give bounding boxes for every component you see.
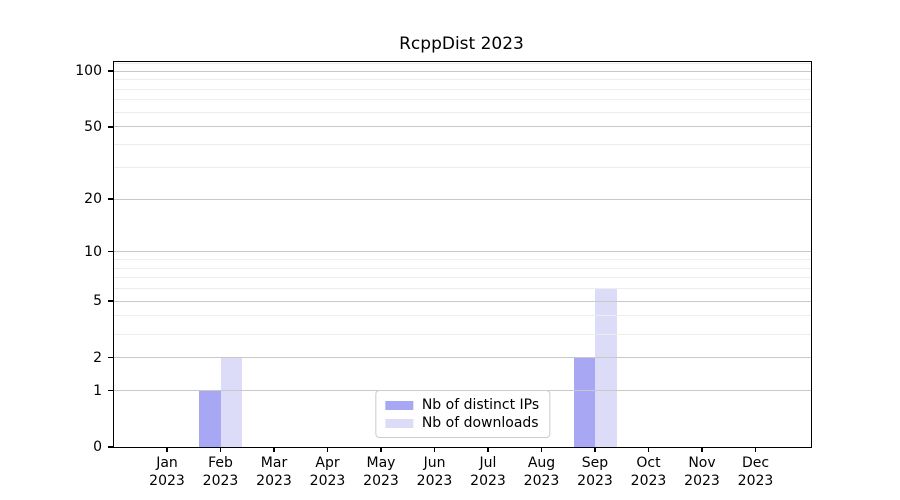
bar-downloads[interactable] xyxy=(220,357,242,447)
x-axis-tick-label: Jul 2023 xyxy=(470,455,506,489)
legend-swatch xyxy=(384,400,413,410)
x-axis-tick-label: Oct 2023 xyxy=(630,455,667,489)
minor-gridline xyxy=(114,166,811,168)
x-axis-tick-label: Jan 2023 xyxy=(149,455,185,489)
legend-label: Nb of distinct IPs xyxy=(421,397,540,413)
x-axis-tick-label: Sep 2023 xyxy=(577,455,613,489)
minor-gridline xyxy=(114,111,811,113)
major-gridline xyxy=(114,126,811,128)
x-axis-tick-label: Aug 2023 xyxy=(523,455,560,489)
y-axis-tick-label: 1 xyxy=(93,382,102,399)
legend-entry: Nb of distinct IPs xyxy=(384,396,540,414)
minor-gridline xyxy=(114,258,811,260)
y-axis-tick xyxy=(107,70,113,72)
x-axis-tick xyxy=(487,447,489,452)
y-axis-tick xyxy=(107,198,113,200)
x-axis-tick-label: Nov 2023 xyxy=(684,455,720,489)
legend: Nb of distinct IPs Nb of downloads xyxy=(374,390,551,438)
bar-downloads[interactable] xyxy=(595,288,617,447)
legend-entry: Nb of downloads xyxy=(384,414,539,432)
major-gridline xyxy=(114,357,811,359)
y-axis-tick-label: 20 xyxy=(84,191,102,208)
y-axis-tick-label: 10 xyxy=(84,243,102,260)
y-axis-tick-label: 50 xyxy=(84,118,102,135)
x-axis-tick-label: Dec 2023 xyxy=(737,455,774,489)
legend-swatch xyxy=(384,418,413,428)
x-axis-tick xyxy=(219,447,222,452)
bar-distinct-ips[interactable] xyxy=(573,357,595,447)
y-axis-tick-label: 100 xyxy=(75,63,102,80)
major-gridline xyxy=(114,70,811,72)
minor-gridline xyxy=(114,62,811,64)
major-gridline xyxy=(114,300,811,302)
x-axis-tick xyxy=(326,447,329,452)
y-axis-tick-label: 5 xyxy=(93,293,102,310)
minor-gridline xyxy=(114,333,811,335)
x-axis-tick xyxy=(754,447,757,452)
minor-gridline xyxy=(114,88,811,90)
minor-gridline xyxy=(114,288,811,290)
x-axis-tick xyxy=(701,447,703,452)
x-axis-tick xyxy=(380,447,382,452)
y-axis-tick-label: 2 xyxy=(93,349,102,366)
bar-distinct-ips[interactable] xyxy=(199,390,221,447)
y-axis-tick xyxy=(107,446,113,448)
chart-title: RcppDist 2023 xyxy=(399,34,524,54)
major-gridline xyxy=(114,251,811,253)
y-axis-tick xyxy=(107,389,113,392)
x-axis-tick xyxy=(273,447,275,452)
minor-gridline xyxy=(114,277,811,279)
minor-gridline xyxy=(114,79,811,81)
x-axis-tick xyxy=(433,447,436,452)
y-axis-tick xyxy=(107,300,113,302)
y-axis-tick xyxy=(107,126,113,128)
x-axis-tick-label: Feb 2023 xyxy=(202,455,239,489)
major-gridline xyxy=(114,198,811,200)
x-axis-tick-label: Mar 2023 xyxy=(256,455,292,489)
y-axis-tick xyxy=(107,250,113,253)
y-axis-tick xyxy=(107,356,113,359)
x-axis-tick-label: Jun 2023 xyxy=(416,455,453,489)
legend-label: Nb of downloads xyxy=(421,415,539,431)
minor-gridline xyxy=(114,99,811,101)
x-axis-tick xyxy=(594,447,596,452)
plot-area: 0 1 2 5 10 20 50 100 Jan 2023 Feb 2023 Mar 2023 Apr… xyxy=(75,61,812,489)
x-axis-tick-label: May 2023 xyxy=(363,455,399,489)
minor-gridline xyxy=(114,267,811,269)
y-axis-tick-label: 0 xyxy=(93,439,102,455)
x-axis-tick xyxy=(647,447,650,452)
x-axis-tick-label: Apr 2023 xyxy=(309,455,346,489)
minor-gridline xyxy=(114,144,811,146)
minor-gridline xyxy=(114,315,811,317)
x-axis-tick xyxy=(166,447,168,452)
x-axis-tick xyxy=(540,447,543,452)
